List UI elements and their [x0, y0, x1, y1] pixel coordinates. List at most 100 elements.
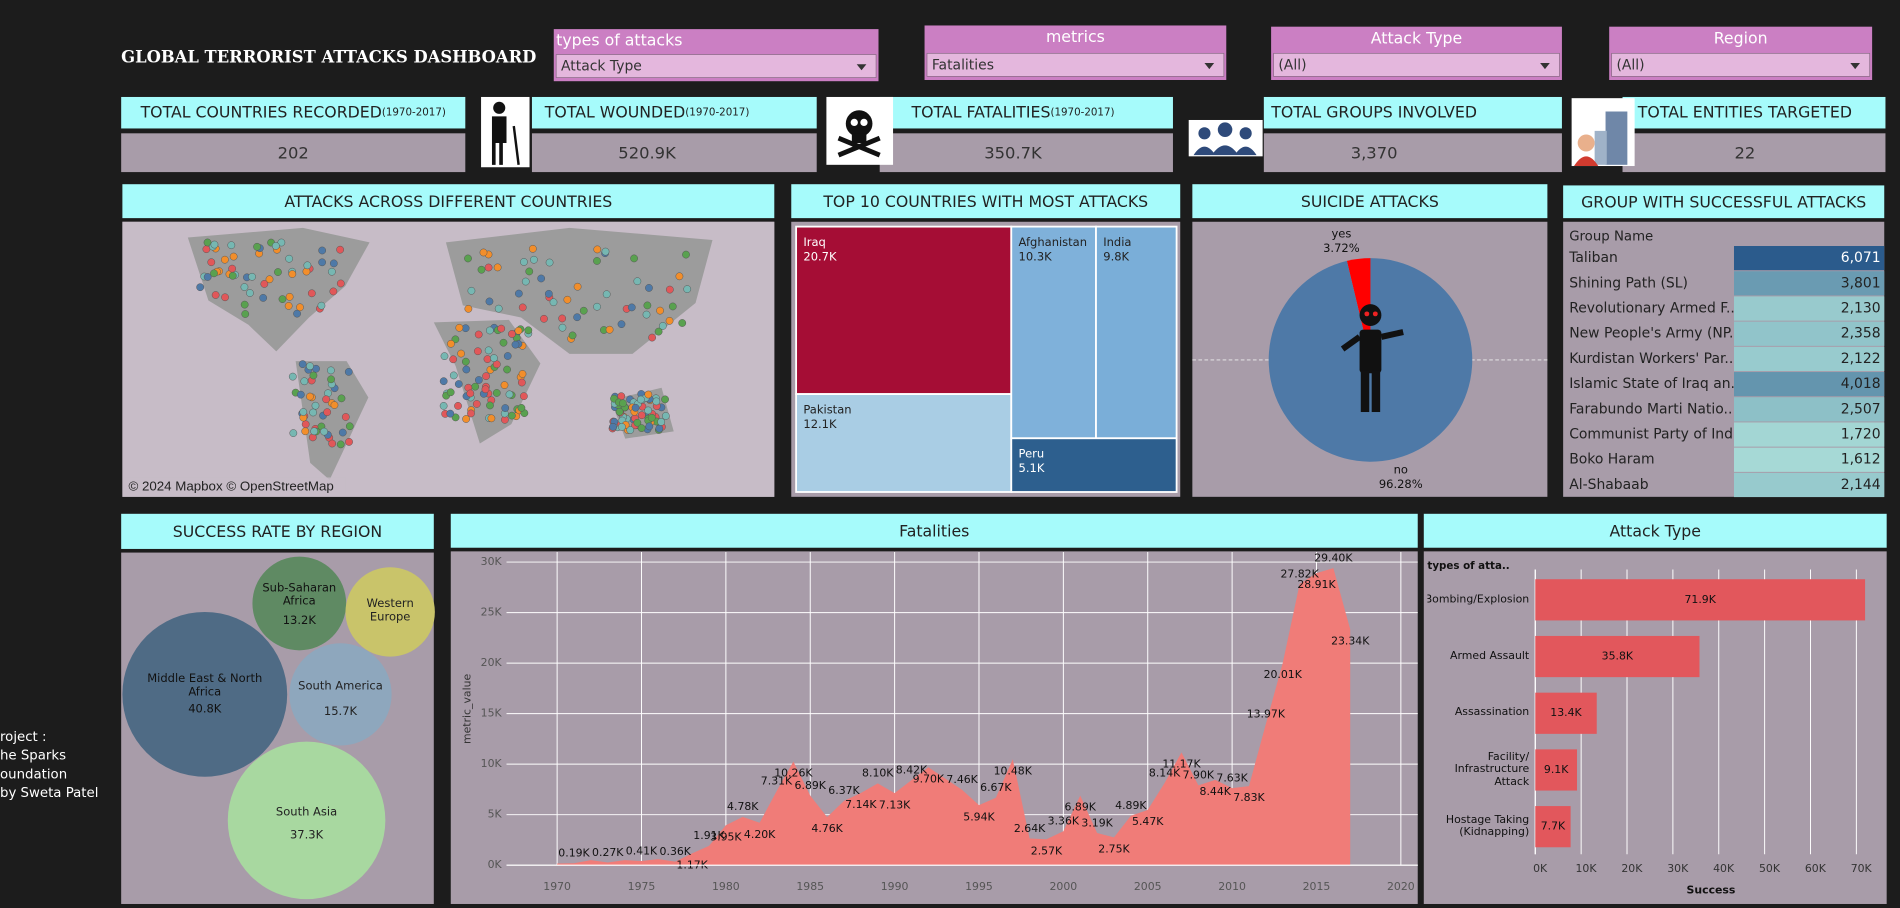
- area-title: Fatalities: [899, 521, 969, 540]
- dropdown-arrow[interactable]: [1204, 63, 1215, 70]
- map-dot: [485, 326, 494, 335]
- data-label: 7.31K: [761, 775, 793, 788]
- data-label: 8.42K: [896, 763, 928, 776]
- map-dot: [500, 381, 509, 389]
- bar: [1535, 749, 1578, 791]
- kpi-period: (1970-2017): [382, 107, 446, 119]
- map-dot: [657, 418, 666, 426]
- map-dot: [615, 407, 624, 416]
- map-dot: [196, 283, 205, 292]
- map-dot: [221, 293, 229, 302]
- bubble: [122, 611, 288, 777]
- group-value: 6,071: [1841, 250, 1881, 266]
- filter-dropdown[interactable]: [1273, 52, 1560, 77]
- kpi-header: [1263, 96, 1562, 129]
- map-dot: [210, 240, 219, 249]
- bubble-label-box: Western Europe: [367, 598, 414, 624]
- map-header: [122, 184, 775, 219]
- map-dot: [464, 254, 472, 263]
- data-label: 3.36K: [1048, 815, 1080, 828]
- map-dot: [647, 413, 656, 422]
- map-dot: [241, 310, 250, 318]
- map-dot: [345, 438, 353, 446]
- map-dot: [336, 279, 345, 288]
- kpi-value: 520.9K: [618, 143, 677, 162]
- footer-text: oundation: [0, 767, 67, 782]
- filter-dropdown[interactable]: [1611, 52, 1871, 77]
- x-tick-label: 10K: [1575, 862, 1597, 875]
- y-axis-title: types of atta..: [1427, 560, 1509, 572]
- map-dot: [617, 423, 626, 431]
- map-dot: [327, 366, 335, 375]
- dropdown-arrow[interactable]: [1850, 63, 1861, 70]
- icon-fatalities: [826, 96, 894, 165]
- filter-value[interactable]: Fatalities: [932, 57, 994, 73]
- map-dot: [246, 289, 254, 297]
- kpi-title: TOTAL GROUPS INVOLVED: [1270, 102, 1477, 121]
- data-label: 6.67K: [980, 781, 1012, 794]
- map-dot: [318, 246, 327, 255]
- attribution-bg: [124, 477, 346, 495]
- data-label: 8.10K: [862, 767, 894, 780]
- x-tick-label: 1975: [628, 880, 656, 893]
- map-dot: [484, 346, 493, 355]
- map-dot: [240, 300, 249, 309]
- bubble-value: 15.7K: [324, 704, 358, 718]
- filter-label: Region: [1714, 28, 1768, 47]
- map-dot: [573, 282, 582, 291]
- map-dot: [520, 392, 528, 401]
- bubble-label: South America: [298, 679, 383, 693]
- y-tick-label: 30K: [481, 555, 503, 568]
- map-dot: [524, 326, 533, 335]
- map-dot: [528, 244, 537, 253]
- map-dot: [277, 238, 286, 247]
- y-tick-label: 25K: [481, 606, 503, 619]
- data-label: 1.91K: [693, 829, 725, 842]
- map-dot: [678, 319, 687, 327]
- map-dot: [477, 265, 486, 274]
- map-dot: [449, 371, 458, 380]
- icon-entities: [1571, 98, 1635, 167]
- map-dot: [675, 272, 684, 281]
- map-dot: [337, 394, 346, 403]
- value-cell: [1733, 472, 1885, 498]
- group-name: Taliban: [1568, 250, 1618, 266]
- map-dot: [665, 285, 674, 294]
- map-dot: [484, 263, 493, 272]
- filter-value[interactable]: (All): [1278, 57, 1306, 73]
- kpi-title-text: TOTAL WOUNDED: [544, 102, 685, 121]
- bubble-label-box: South Asia: [276, 805, 337, 818]
- bar-title: Attack Type: [1609, 521, 1700, 540]
- map-dot: [630, 254, 638, 263]
- filter-dropdown[interactable]: [555, 54, 877, 78]
- data-label: 8.44K: [1200, 785, 1232, 798]
- map-dot: [248, 272, 256, 281]
- map-dot: [482, 372, 490, 381]
- map-dot: [301, 427, 310, 436]
- treemap-cell: [795, 393, 1013, 493]
- x-tick-label: 30K: [1667, 862, 1689, 875]
- bubble: [289, 643, 392, 746]
- map-dot: [329, 259, 338, 268]
- filter-label: metrics: [1046, 27, 1105, 46]
- x-tick-label: 2015: [1303, 880, 1331, 893]
- map-dot: [645, 284, 653, 292]
- bubble-label-box: Sub-Saharan Africa: [262, 582, 336, 608]
- filter-value[interactable]: (All): [1616, 57, 1644, 73]
- filter-dropdown[interactable]: [926, 52, 1225, 77]
- data-label: 6.89K: [1065, 801, 1097, 814]
- map-dot: [227, 241, 236, 250]
- map-dot: [309, 408, 317, 417]
- data-label: 5.47K: [1132, 815, 1164, 828]
- bar: [1535, 579, 1866, 621]
- map-dot: [446, 409, 455, 418]
- kpi-value: 3,370: [1351, 143, 1398, 162]
- dropdown-arrow[interactable]: [1540, 63, 1550, 70]
- map-dot: [563, 295, 572, 304]
- map-dot: [454, 380, 463, 388]
- map-dot: [514, 289, 523, 298]
- filter-value[interactable]: Attack Type: [561, 59, 642, 75]
- dropdown-arrow[interactable]: [856, 64, 867, 71]
- map-dot: [474, 376, 483, 384]
- map-dot: [298, 360, 307, 369]
